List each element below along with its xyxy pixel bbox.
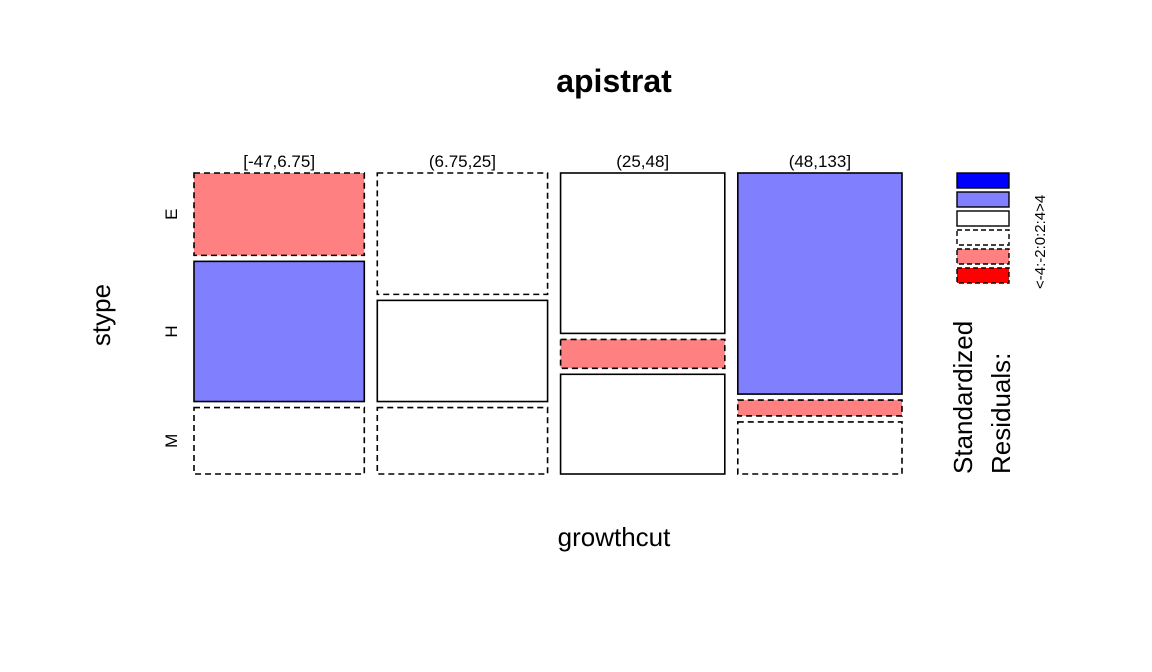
mosaic-cell — [193, 172, 366, 257]
legend-tick-labels: <-4:-2:0:2:4>4 — [1032, 195, 1049, 289]
mosaic-cell — [376, 299, 549, 403]
mosaic-cell — [736, 399, 903, 417]
y-axis-label: stype — [86, 284, 116, 346]
mosaic-cell — [736, 172, 903, 395]
mosaic-cells — [193, 172, 903, 475]
mosaic-cell — [559, 373, 726, 475]
mosaic-cell — [376, 406, 549, 475]
row-label: M — [162, 434, 181, 448]
legend-swatch — [956, 191, 1010, 208]
legend: Standardized Residuals: <-4:-2:0:2:4>4 — [948, 172, 1049, 474]
mosaic-cell — [559, 172, 726, 335]
row-label: E — [162, 209, 181, 220]
x-axis-label: growthcut — [558, 522, 671, 552]
row-labels: E H M — [162, 209, 181, 448]
mosaic-cell — [559, 338, 726, 370]
legend-swatch — [956, 172, 1010, 189]
legend-title-line2: Residuals: — [986, 353, 1016, 474]
legend-boxes — [956, 172, 1010, 284]
legend-swatch — [956, 248, 1010, 265]
legend-title-line1: Standardized — [948, 321, 978, 474]
column-label: [-47,6.75] — [243, 152, 315, 171]
legend-swatch — [956, 210, 1010, 227]
column-label: (48,133] — [789, 152, 851, 171]
chart-title: apistrat — [556, 63, 672, 99]
column-labels: [-47,6.75] (6.75,25] (25,48] (48,133] — [243, 152, 851, 171]
column-label: (25,48] — [616, 152, 669, 171]
column-label: (6.75,25] — [429, 152, 496, 171]
row-label: H — [162, 325, 181, 337]
mosaic-cell — [193, 406, 366, 475]
legend-swatch — [956, 229, 1010, 246]
mosaic-cell — [736, 421, 903, 475]
mosaic-cell — [193, 260, 366, 403]
mosaic-cell — [376, 172, 549, 296]
legend-swatch — [956, 267, 1010, 284]
